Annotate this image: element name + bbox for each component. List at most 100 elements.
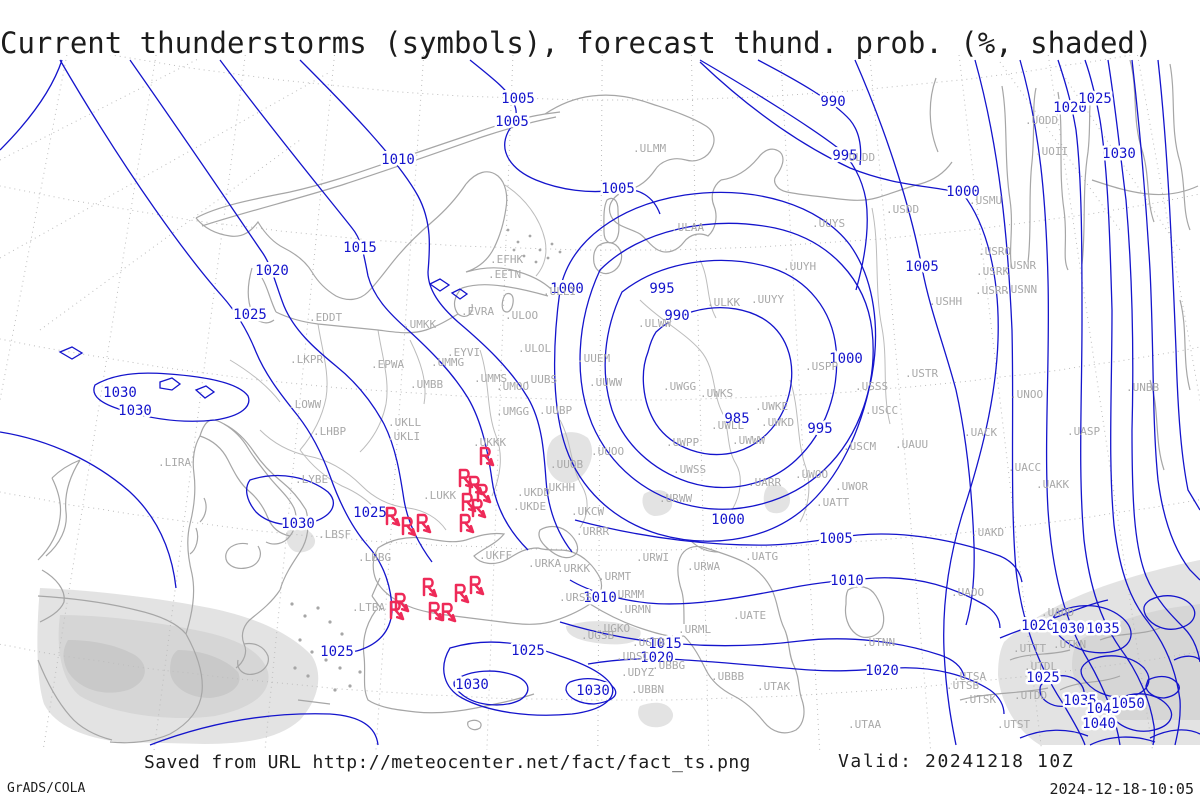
thunderstorm-symbol [469, 575, 485, 596]
station-label: .URKA [528, 557, 561, 570]
station-label: .USNR [1003, 259, 1036, 272]
isobar-label: 1035 [1086, 621, 1120, 637]
thunderstorm-symbol [416, 513, 432, 534]
station-label: .UUEM [577, 352, 610, 365]
station-label: .UTSA [953, 670, 986, 683]
isobar-label: 1000 [550, 281, 584, 297]
station-label: .USTR [905, 367, 938, 380]
station-label: .UUYS [812, 217, 845, 230]
station-label: .EYVI [447, 346, 480, 359]
isobar-label: 995 [832, 148, 857, 164]
station-label: .UBBB [711, 670, 744, 683]
isobar-label: 1040 [1082, 716, 1116, 732]
station-label: .URWA [687, 560, 720, 573]
station-label: .UTSK [963, 693, 996, 706]
station-label: .USHH [929, 295, 962, 308]
station-label: .UODD [1025, 114, 1058, 127]
station-label: .EDDT [309, 311, 342, 324]
isobar-label: 1030 [281, 516, 315, 532]
isobar-label: 1005 [495, 114, 529, 130]
station-label: .UATG [745, 550, 778, 563]
isobar-label: 1015 [648, 636, 682, 652]
isobar-label: 1030 [455, 677, 489, 693]
isobar-label: 1020 [1053, 100, 1087, 116]
station-label: .USRO [978, 245, 1011, 258]
station-label: .UKKK [473, 436, 506, 449]
thunderstorm-symbol [422, 577, 438, 598]
station-label: .UTTT [1013, 642, 1046, 655]
station-label: .UMKK [403, 318, 436, 331]
thunderstorm-symbol [385, 506, 401, 527]
station-label: .UWKD [761, 416, 794, 429]
station-label: .LUKK [423, 489, 456, 502]
station-label: .UATE [733, 609, 766, 622]
station-label: .UTAK [757, 680, 790, 693]
station-label: .LHBP [313, 425, 346, 438]
page-title: Current thunderstorms (symbols), forecas… [0, 26, 1153, 60]
station-label: .UNOO [1010, 388, 1043, 401]
isobar-label: 1025 [511, 643, 545, 659]
station-label: .UDSC [616, 650, 649, 663]
station-label: .LTBA [352, 601, 385, 614]
station-label: .UTAA [848, 718, 881, 731]
station-label: .LBBG [358, 551, 391, 564]
isobar-label: 1035 [1063, 693, 1097, 709]
isobar-label: 1030 [1051, 621, 1085, 637]
station-label: .UMMS [474, 372, 507, 385]
station-label: .UAOO [951, 586, 984, 599]
station-label: .ULLI [543, 285, 576, 298]
station-label: .UNBB [1126, 381, 1159, 394]
station-label: .UTNN [862, 636, 895, 649]
station-label: .UASP [1067, 425, 1100, 438]
station-label: .EPWA [371, 358, 404, 371]
isobar-label: 1050 [1111, 696, 1145, 712]
isobar-label: 1030 [103, 385, 137, 401]
station-label: .URML [678, 623, 711, 636]
thunderstorm-symbol [459, 513, 475, 534]
station-label: .UKDD [517, 486, 550, 499]
station-label: .URRR [576, 525, 609, 538]
station-label: .UWSS [673, 463, 706, 476]
station-label: .UMBB [410, 378, 443, 391]
isobar-label: 995 [649, 281, 674, 297]
isobar-label: 990 [664, 308, 689, 324]
thunderstorm-symbol [471, 498, 487, 519]
station-label: .USMU [969, 194, 1002, 207]
station-label: .EFHK [490, 253, 523, 266]
isobar-label: 1030 [576, 683, 610, 699]
isobar-label: 1045 [1086, 701, 1120, 717]
station-label: .UMOO [496, 380, 529, 393]
station-label: .LIRA [158, 456, 191, 469]
station-label: .UWPP [666, 436, 699, 449]
station-label: .UKLI [387, 430, 420, 443]
station-label: .UUBS [524, 373, 557, 386]
station-label: .URMT [598, 570, 631, 583]
station-label: .ULOO [505, 309, 538, 322]
station-label: .UKLL [388, 416, 421, 429]
station-label: .LOWW [288, 398, 321, 411]
station-label: .UKFF [479, 549, 512, 562]
footer-timestamp: 2024-12-18-10:05 [1049, 780, 1195, 798]
station-label: .USNN [1004, 283, 1037, 296]
station-label: .UMMG [431, 356, 464, 369]
isobar-label: 1020 [1021, 618, 1055, 634]
isobar-label: 1020 [640, 650, 674, 666]
station-label: .UWOO [795, 468, 828, 481]
isobar-label: 1030 [1102, 146, 1136, 162]
station-label: .UWKS [700, 387, 733, 400]
station-label: .UUYH [783, 260, 816, 273]
isobar-label: 1000 [711, 512, 745, 528]
isobar-label: 1020 [255, 263, 289, 279]
station-label: .UATT [816, 496, 849, 509]
isobar-label: 995 [807, 421, 832, 437]
station-label: .UTKN [1053, 638, 1086, 651]
station-label: .URMM [611, 588, 644, 601]
station-label: .URSS [559, 591, 592, 604]
station-label: .UUOO [591, 445, 624, 458]
station-label: .URWW [659, 492, 692, 505]
station-label: .USDD [886, 203, 919, 216]
station-label: .USRR [975, 284, 1008, 297]
station-label: .USCC [865, 404, 898, 417]
